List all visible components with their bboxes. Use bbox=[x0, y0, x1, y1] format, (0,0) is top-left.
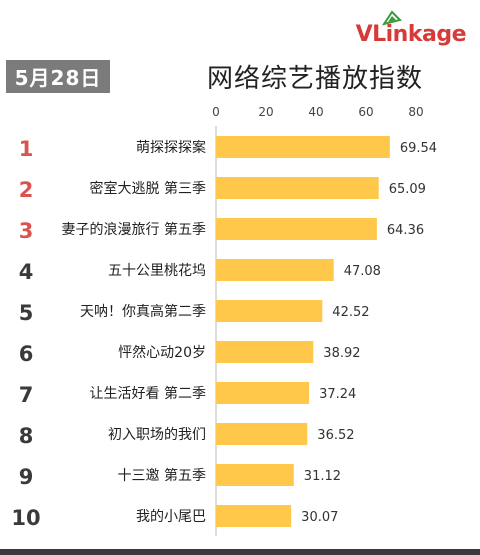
bar bbox=[216, 136, 390, 158]
value-label: 38.92 bbox=[323, 346, 360, 361]
category-label: 密室大逃脱 第三季 bbox=[90, 180, 206, 197]
rank-number: 1 bbox=[19, 137, 34, 161]
rank-number: 5 bbox=[19, 301, 34, 325]
rank-number: 6 bbox=[19, 342, 34, 366]
bar bbox=[216, 341, 314, 363]
logo-text: VLinkage bbox=[355, 22, 467, 47]
category-label: 十三邀 第五季 bbox=[118, 467, 206, 484]
bar bbox=[216, 382, 310, 404]
category-label: 初入职场的我们 bbox=[108, 426, 206, 443]
rank-number: 8 bbox=[19, 424, 34, 448]
bar bbox=[216, 423, 308, 445]
value-label: 37.24 bbox=[319, 387, 356, 402]
bar bbox=[216, 505, 292, 527]
vlinkage-logo: VLinkage bbox=[346, 10, 467, 52]
date-badge: 5月28日 bbox=[6, 60, 110, 93]
bar bbox=[216, 259, 334, 281]
bottom-divider bbox=[0, 549, 480, 555]
value-label: 69.54 bbox=[400, 141, 437, 156]
bar bbox=[216, 300, 323, 322]
category-label: 天呐！你真高第二季 bbox=[80, 303, 206, 320]
rank-number: 2 bbox=[19, 178, 34, 202]
value-label: 30.07 bbox=[301, 510, 338, 525]
category-label: 萌探探探案 bbox=[136, 139, 206, 156]
rank-number: 7 bbox=[19, 383, 34, 407]
value-label: 42.52 bbox=[332, 305, 369, 320]
value-label: 36.52 bbox=[317, 428, 354, 443]
rank-number: 10 bbox=[11, 506, 40, 530]
rank-number: 3 bbox=[19, 219, 34, 243]
category-label: 怦然心动20岁 bbox=[118, 344, 206, 361]
rank-number: 9 bbox=[19, 465, 34, 489]
category-label: 让生活好看 第二季 bbox=[90, 385, 206, 402]
value-label: 47.08 bbox=[344, 264, 381, 279]
x-tick-label: 60 bbox=[358, 105, 373, 119]
x-tick-label: 20 bbox=[258, 105, 273, 119]
category-label: 我的小尾巴 bbox=[136, 509, 206, 525]
bar bbox=[216, 464, 294, 486]
bar bbox=[216, 218, 377, 240]
rank-number: 4 bbox=[19, 260, 34, 284]
x-tick-label: 0 bbox=[212, 105, 220, 119]
bar bbox=[216, 177, 379, 199]
x-tick-label: 40 bbox=[308, 105, 323, 119]
category-label: 五十公里桃花坞 bbox=[108, 263, 206, 279]
logo-mark-icon bbox=[382, 10, 402, 26]
chart-title: 网络综艺播放指数 bbox=[206, 64, 423, 94]
value-label: 64.36 bbox=[387, 223, 424, 238]
value-label: 31.12 bbox=[304, 469, 341, 484]
category-label: 妻子的浪漫旅行 第五季 bbox=[62, 221, 206, 238]
x-tick-label: 80 bbox=[408, 105, 423, 119]
value-label: 65.09 bbox=[389, 182, 426, 197]
